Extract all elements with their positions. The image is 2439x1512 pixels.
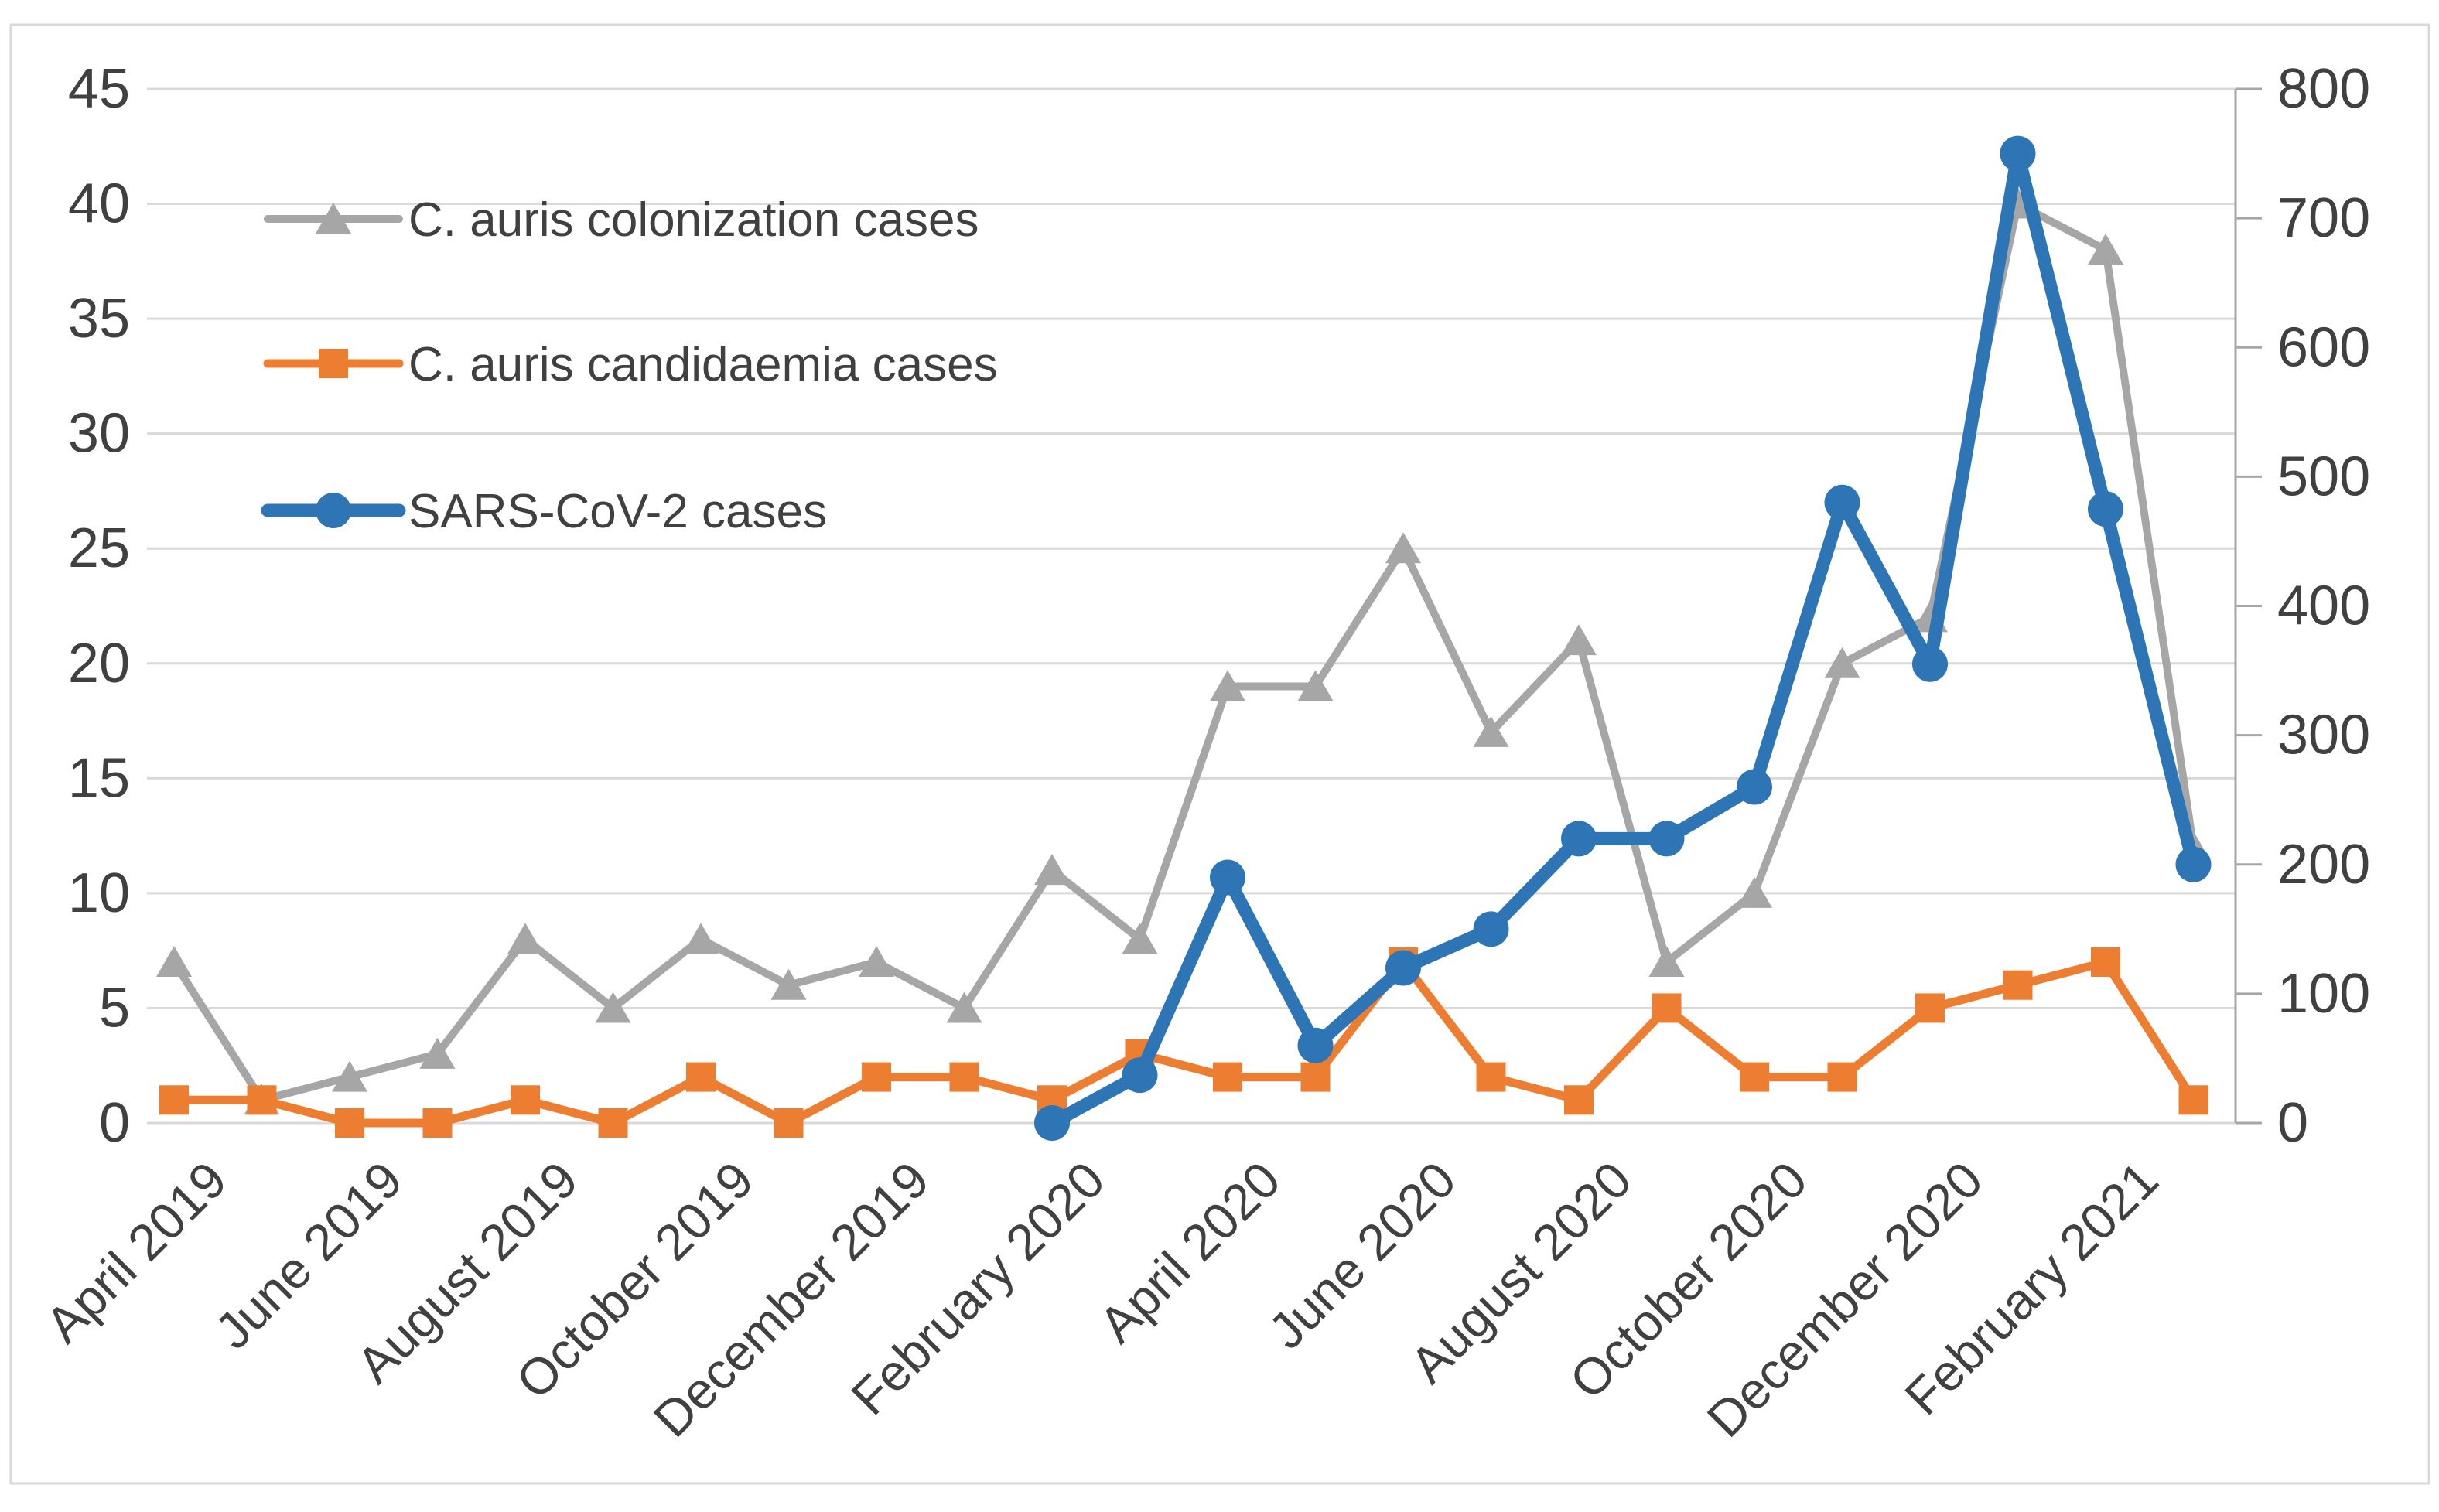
circle-marker (1473, 911, 1509, 947)
circle-marker (1824, 484, 1860, 520)
legend-item: SARS-CoV-2 cases (261, 485, 827, 538)
triangle-marker (683, 923, 719, 954)
triangle-marker (507, 923, 543, 954)
gridlines (147, 87, 2236, 1125)
left-axis-tick-label: 5 (99, 977, 130, 1039)
legend-triangle-icon (316, 203, 351, 234)
right-axis-tick-label: 200 (2277, 834, 2370, 896)
right-axis-tick-label: 0 (2277, 1092, 2308, 1154)
left-axis-tick-label: 45 (68, 58, 130, 120)
triangle-marker (1648, 946, 1685, 978)
triangle-marker (1122, 923, 1158, 954)
square-marker (1564, 1085, 1594, 1115)
legend-label: C. auris colonization cases (408, 193, 979, 247)
right-axis-tick-label: 500 (2277, 445, 2370, 507)
legend-label: C. auris candidaemia cases (408, 338, 998, 391)
triangle-marker (1473, 715, 1509, 747)
circle-marker (1122, 1057, 1158, 1094)
left-axis-tick-label: 0 (99, 1092, 130, 1154)
square-marker (422, 1108, 453, 1138)
square-marker (774, 1108, 804, 1138)
triangle-marker (595, 992, 631, 1023)
right-axis-tick-label: 800 (2277, 58, 2370, 120)
circle-marker (1648, 821, 1685, 857)
square-marker (2091, 947, 2120, 978)
triangle-marker (1385, 532, 1421, 564)
square-marker (159, 1085, 189, 1115)
triangle-marker (1737, 876, 1772, 908)
right-axis-tick-label: 600 (2277, 316, 2370, 378)
left-axis-tick-label: 10 (68, 862, 130, 924)
left-axis-tick-label: 15 (68, 747, 130, 809)
square-marker (2178, 1085, 2208, 1115)
square-marker (1740, 1062, 1769, 1092)
left-axis-tick-label: 40 (68, 173, 130, 235)
legend-square-icon (319, 349, 348, 378)
triangle-marker (1210, 670, 1245, 701)
figure-border (9, 23, 2430, 1485)
triangle-marker (1824, 647, 1860, 678)
triangle-marker (156, 946, 192, 978)
square-marker (335, 1108, 364, 1138)
square-marker (1476, 1062, 1506, 1092)
triangle-marker (770, 968, 807, 1000)
triangle-marker (332, 1060, 367, 1092)
legend-circle-icon (316, 493, 351, 528)
circle-marker (2175, 846, 2212, 882)
triangle-marker (2088, 233, 2123, 265)
square-marker (1652, 993, 1682, 1023)
square-marker (1300, 1062, 1331, 1092)
right-axis-tick-label: 300 (2277, 705, 2370, 766)
right-axis-tick-label: 100 (2277, 963, 2370, 1025)
square-marker (1213, 1062, 1242, 1092)
right-axis-tick-label: 400 (2277, 575, 2370, 637)
square-marker (949, 1062, 979, 1092)
triangle-marker (1297, 670, 1334, 701)
left-axis-tick-label: 20 (68, 633, 130, 695)
triangle-marker (1561, 624, 1597, 656)
circle-marker (2000, 135, 2036, 172)
square-marker (247, 1085, 277, 1115)
triangle-marker (1034, 854, 1070, 886)
triangle-marker (419, 1037, 456, 1069)
circle-marker (1912, 646, 1948, 682)
circle-marker (1385, 950, 1421, 986)
left-axis: 0 5 10 15 20 25 30 35 40 45 (68, 58, 130, 1154)
circle-marker (1210, 859, 1245, 896)
series-sars-cov-2 (1034, 135, 2212, 1141)
circle-marker (2088, 491, 2123, 527)
left-axis-tick-label: 30 (68, 403, 130, 465)
square-marker (862, 1062, 891, 1092)
series-line (170, 200, 2198, 1104)
triangle-marker (859, 946, 894, 978)
left-axis-tick-label: 25 (68, 517, 130, 579)
square-marker (1827, 1062, 1857, 1092)
right-axis-tick-label: 700 (2277, 187, 2370, 249)
circle-marker (1561, 821, 1597, 857)
square-marker (2003, 970, 2033, 1000)
circle-marker (1737, 769, 1772, 805)
legend-label: SARS-CoV-2 cases (408, 485, 827, 538)
circle-marker (1034, 1105, 1070, 1141)
right-axis: 0 100 200 300 400 500 600 700 800 (2234, 58, 2370, 1154)
square-marker (598, 1108, 628, 1138)
square-marker (1915, 993, 1945, 1023)
legend-item: C. auris colonization cases (264, 193, 979, 247)
left-axis-tick-label: 35 (68, 288, 130, 350)
circle-marker (1297, 1027, 1334, 1063)
series-line (1045, 147, 2200, 1130)
square-marker (511, 1085, 540, 1115)
square-marker (686, 1062, 716, 1092)
legend-item: C. auris candidaemia cases (263, 338, 998, 391)
triangle-marker (946, 992, 982, 1023)
legend: C. auris colonization cases C. auris cand… (261, 193, 998, 538)
